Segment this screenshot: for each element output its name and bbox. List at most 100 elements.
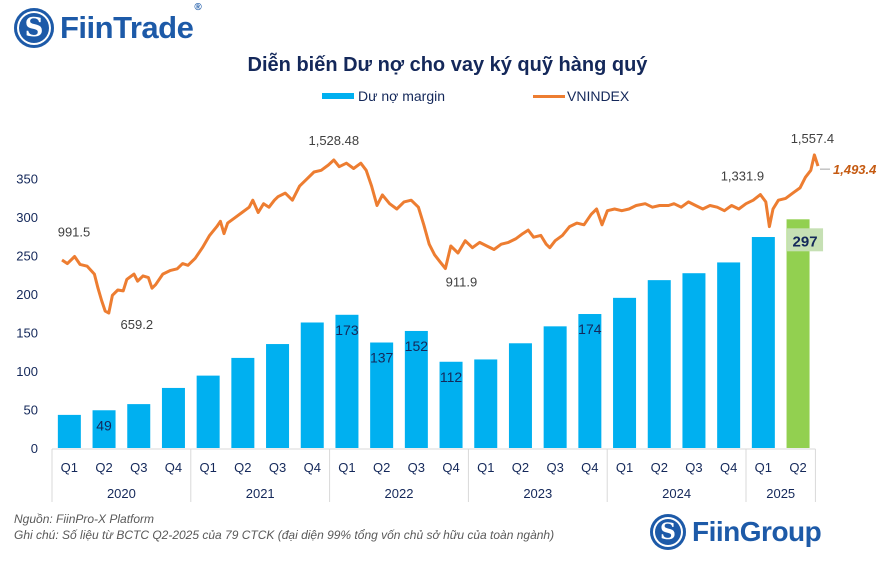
bar-data-label: 152: [405, 338, 429, 354]
legend-item-margin: Dư nợ margin: [322, 88, 445, 104]
x-tick-label: Q4: [165, 460, 182, 475]
x-tick-label: Q4: [720, 460, 737, 475]
bar-data-label: 297: [793, 233, 818, 250]
bar: [613, 297, 637, 448]
legend-line-swatch: [533, 94, 565, 98]
bar-labels: 49 173 137 152 112 174 297: [96, 228, 824, 433]
fiingroup-logo-icon: S: [650, 514, 686, 550]
bar-data-label: 174: [578, 321, 602, 337]
bar-label-background: [787, 228, 824, 252]
bar: [127, 404, 151, 448]
x-tick-label: Q3: [269, 460, 286, 475]
bar: [196, 375, 220, 448]
x-tick-label: Q3: [546, 460, 563, 475]
legend-label-vnindex: VNINDEX: [567, 88, 630, 104]
x-tick-label: Q2: [373, 460, 390, 475]
bar: [231, 357, 255, 448]
source-text: Nguồn: FiinPro-X Platform: [14, 512, 155, 526]
bar-data-label: 173: [335, 322, 359, 338]
vnindex-series: [61, 153, 820, 315]
x-tick-label: Q2: [789, 460, 806, 475]
footer: Nguồn: FiinPro-X Platform Ghi chú: Số li…: [14, 511, 554, 543]
legend-item-vnindex: VNINDEX: [533, 88, 629, 104]
bar: [717, 262, 741, 448]
vnindex-data-label: 911.9: [446, 275, 478, 290]
x-group-label: 2021: [246, 486, 275, 501]
bar: [474, 359, 498, 448]
x-group-label: 2024: [662, 486, 691, 501]
y-tick-label: 200: [16, 287, 38, 302]
vnindex-line: [61, 153, 820, 315]
fiingroup-logo: S FiinGroup: [650, 514, 822, 550]
x-tick-label: Q2: [95, 460, 112, 475]
x-tick-label: Q4: [581, 460, 598, 475]
fiintrade-logo: S FiinTrade®: [14, 2, 202, 48]
last-value-label: 1,493.4: [833, 162, 877, 177]
note-text: Ghi chú: Số liệu từ BCTC Q2-2025 của 79 …: [14, 528, 555, 542]
x-tick-label: Q2: [512, 460, 529, 475]
x-tick-label: Q2: [651, 460, 668, 475]
x-tick-label: Q3: [130, 460, 147, 475]
bar: [266, 344, 290, 448]
vnindex-data-label: 1,331.9: [721, 169, 764, 184]
fiintrade-text: FiinTrade: [60, 10, 194, 45]
y-tick-label: 250: [16, 249, 38, 264]
fiingroup-wordmark: FiinGroup: [692, 516, 822, 547]
bar: [647, 280, 671, 448]
registered-mark: ®: [194, 2, 202, 13]
bar: [161, 387, 185, 448]
bar: [335, 314, 359, 448]
bar: [682, 273, 706, 448]
y-tick-label: 0: [31, 441, 38, 456]
x-tick-label: Q1: [199, 460, 216, 475]
legend: Dư nợ margin VNINDEX: [0, 88, 895, 108]
x-tick-label: Q4: [304, 460, 321, 475]
vnindex-data-label: 659.2: [121, 317, 154, 332]
vnindex-annotations: 991.5 659.2 1,528.48 911.9 1,331.9 1,557.4 1,4…: [58, 131, 877, 332]
bar: [300, 322, 324, 448]
fiintrade-wordmark: FiinTrade®: [60, 2, 202, 46]
bar: [543, 326, 567, 448]
bar: [57, 414, 81, 448]
x-tick-label: Q1: [338, 460, 355, 475]
fiin-logo-icon: S: [14, 8, 54, 48]
x-tick-label: Q1: [61, 460, 78, 475]
y-tick-label: 350: [16, 172, 38, 187]
x-group-label: 2020: [107, 486, 136, 501]
bar: [404, 330, 428, 448]
bar-series: [57, 219, 810, 448]
bar-data-label: 137: [370, 350, 394, 366]
x-tick-label: Q1: [755, 460, 772, 475]
chart-title: Diễn biến Dư nợ cho vay ký quỹ hàng quý: [247, 54, 648, 76]
x-tick-label: Q3: [408, 460, 425, 475]
legend-bar-swatch: [322, 93, 354, 99]
x-group-label: 2025: [766, 486, 795, 501]
bar: [751, 237, 775, 448]
y-tick-label: 100: [16, 364, 38, 379]
y-tick-label: 150: [16, 326, 38, 341]
y-tick-label: 300: [16, 210, 38, 225]
bar: [370, 342, 394, 448]
bar: [508, 343, 532, 448]
vnindex-data-label: 991.5: [58, 224, 91, 239]
x-group-label: 2022: [385, 486, 414, 501]
vnindex-data-label: 1,528.48: [308, 133, 359, 148]
y-tick-label: 50: [24, 403, 38, 418]
vnindex-data-label: 1,557.4: [791, 131, 834, 146]
x-axis: Q1 Q2 Q3 Q4 2020 Q1 Q2 Q3 Q4 2021 Q1 Q2 Q3 Q4 2022 Q1 Q2…: [51, 448, 816, 502]
x-tick-label: Q3: [685, 460, 702, 475]
y-axis: 0 50 100 150 200 250 300 350: [16, 172, 38, 457]
bar: [92, 410, 116, 448]
x-tick-label: Q1: [477, 460, 494, 475]
x-tick-label: Q4: [442, 460, 459, 475]
bar-data-label: 112: [440, 369, 463, 385]
x-tick-label: Q2: [234, 460, 251, 475]
bar: [439, 361, 463, 448]
x-tick-label: Q1: [616, 460, 633, 475]
bar: [578, 314, 602, 448]
legend-label-margin: Dư nợ margin: [358, 88, 446, 104]
bar: [786, 219, 810, 448]
bar-data-label: 49: [96, 417, 112, 433]
x-group-label: 2023: [523, 486, 552, 501]
